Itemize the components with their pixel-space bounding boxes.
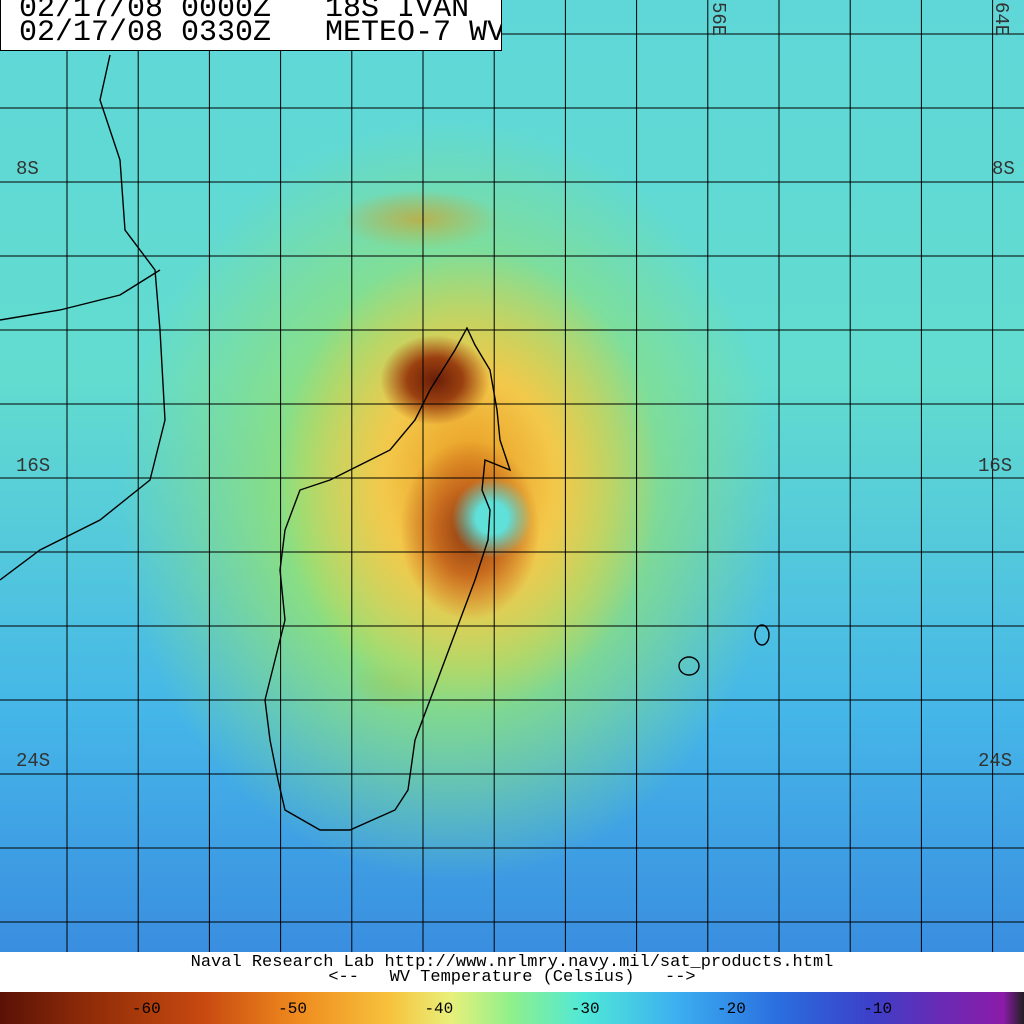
island [754, 624, 770, 646]
footer: Naval Research Lab http://www.nrlmry.nav… [0, 952, 1024, 992]
legend-title: <-- WV Temperature (Celsius) --> [328, 968, 696, 987]
colorbar: -60 -50 -40 -30 -20 -10 [0, 992, 1024, 1024]
overlay [0, 0, 1024, 952]
border [0, 269, 161, 321]
lon-label: 64E [990, 2, 1012, 37]
lat-label: 8S [16, 158, 39, 180]
grid [0, 0, 1024, 952]
colorbar-tick-label: -30 [570, 1000, 600, 1018]
satellite-image: 56E 64E 8S 8S 16S 16S 24S 24S [0, 0, 1024, 952]
island [678, 656, 700, 676]
madagascar [264, 326, 512, 831]
coastlines [0, 54, 770, 831]
lat-label: 24S [16, 750, 51, 772]
lat-label: 16S [978, 455, 1013, 477]
lat-label: 16S [16, 455, 51, 477]
header-box: 02/17/08 0000Z 18S IVAN 02/17/08 0330Z M… [0, 0, 502, 51]
africa-coast [0, 54, 166, 581]
lat-label: 24S [978, 750, 1013, 772]
colorbar-tick-label: -20 [717, 1000, 746, 1018]
header-line: 02/17/08 0330Z METEO-7 WV [19, 16, 502, 50]
lat-label: 8S [992, 158, 1015, 180]
header-line: 02/17/08 0000Z 18S IVAN [19, 0, 470, 26]
colorbar-tick-label: -10 [863, 1000, 893, 1018]
colorbar-tick-label: -50 [278, 1000, 307, 1018]
lon-label: 56E [707, 2, 729, 37]
colorbar-tick-label: -40 [424, 1000, 454, 1018]
colorbar-tick-label: -60 [131, 1000, 161, 1018]
credit: Naval Research Lab http://www.nrlmry.nav… [190, 953, 834, 972]
